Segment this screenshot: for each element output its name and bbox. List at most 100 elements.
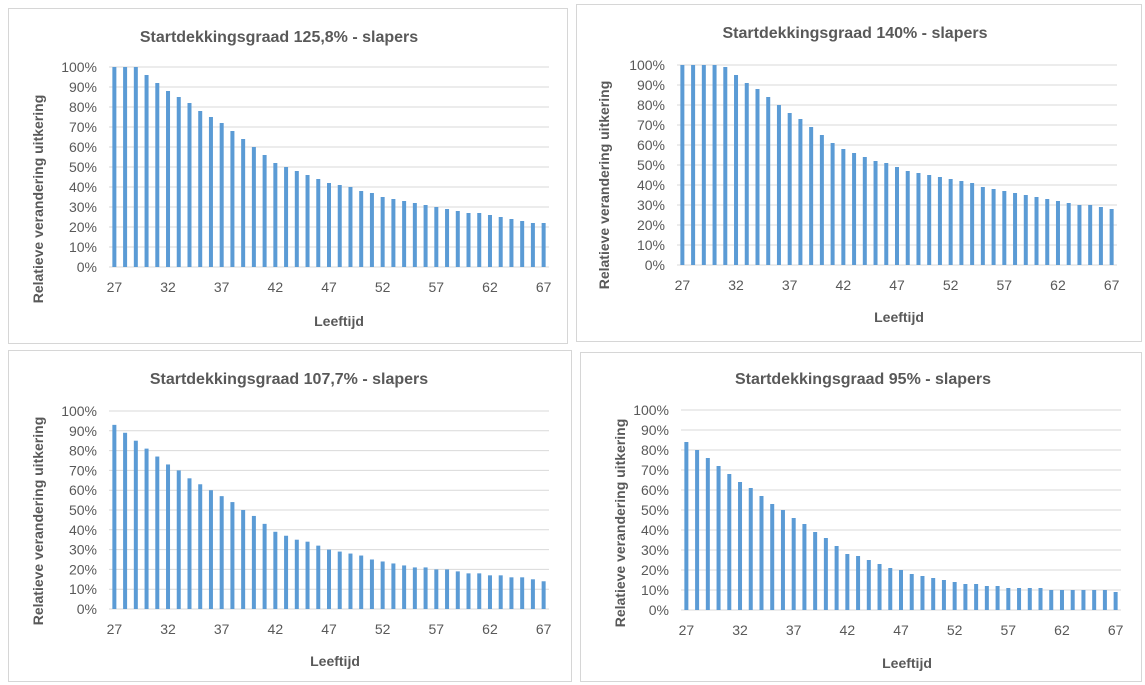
- chart-title: Startdekkingsgraad 125,8% - slapers: [140, 29, 418, 46]
- bar: [927, 175, 932, 265]
- y-tick-label: 80%: [69, 443, 97, 459]
- bar: [487, 575, 492, 609]
- bar: [327, 549, 331, 609]
- bar: [273, 163, 278, 267]
- x-axis: 27 32 37 42 47 52 57 62 67: [107, 279, 552, 295]
- x-tick-label: 67: [1104, 277, 1120, 293]
- bar: [487, 215, 492, 267]
- bar: [316, 545, 321, 609]
- bar: [813, 532, 818, 610]
- bar: [155, 83, 160, 267]
- y-tick-label: 80%: [69, 99, 97, 115]
- x-axis: 27 32 37 42 47 52 57 62 67: [107, 621, 552, 637]
- y-tick-label: 40%: [637, 177, 665, 193]
- bar: [530, 223, 535, 267]
- y-axis-title: Relatieve verandering uitkering: [612, 419, 628, 628]
- bar: [1038, 588, 1043, 610]
- x-tick-label: 32: [160, 279, 176, 295]
- y-tick-label: 10%: [69, 239, 97, 255]
- x-tick-label: 32: [732, 622, 748, 638]
- bar-series: [680, 65, 1114, 265]
- bar: [723, 67, 728, 265]
- y-tick-label: 40%: [641, 522, 669, 538]
- bar: [509, 577, 514, 609]
- bar: [369, 559, 374, 609]
- bar: [241, 139, 246, 267]
- bar: [466, 213, 471, 267]
- bar: [1006, 588, 1011, 610]
- bar: [1055, 201, 1060, 265]
- bar: [412, 203, 417, 267]
- y-tick-label: 0%: [645, 257, 665, 273]
- y-tick-label: 20%: [641, 562, 669, 578]
- y-tick-label: 20%: [637, 217, 665, 233]
- bar: [712, 65, 717, 265]
- bar: [251, 147, 256, 267]
- bar: [705, 458, 710, 610]
- bar: [995, 586, 1000, 610]
- y-tick-label: 20%: [69, 561, 97, 577]
- bar: [208, 117, 213, 267]
- bar: [187, 478, 192, 609]
- y-tick-label: 70%: [637, 117, 665, 133]
- bar: [498, 575, 503, 609]
- bar: [877, 564, 882, 610]
- bar: [455, 571, 460, 609]
- y-tick-label: 90%: [637, 77, 665, 93]
- x-tick-label: 57: [1001, 622, 1017, 638]
- bar: [845, 554, 850, 610]
- bar: [684, 442, 689, 610]
- x-axis-title: Leeftijd: [874, 309, 924, 325]
- bar: [198, 111, 203, 267]
- chart-panel-140: Startdekkingsgraad 140% - slapers 0% 10% 2…: [576, 4, 1142, 342]
- x-tick-label: 62: [1050, 277, 1066, 293]
- y-axis: 0% 10% 20% 30% 40% 50% 60% 70% 80% 90% 100%: [633, 402, 669, 618]
- y-tick-label: 90%: [69, 423, 97, 439]
- y-tick-label: 30%: [637, 197, 665, 213]
- y-tick-label: 40%: [69, 179, 97, 195]
- y-tick-label: 90%: [69, 79, 97, 95]
- bar: [1070, 590, 1075, 610]
- bar: [294, 171, 299, 267]
- bar: [734, 75, 739, 265]
- bar: [112, 424, 117, 609]
- chart-svg: Startdekkingsgraad 125,8% - slapers 0% 10…: [30, 29, 552, 329]
- bar: [931, 578, 936, 610]
- y-tick-label: 80%: [637, 97, 665, 113]
- bar: [948, 179, 953, 265]
- bar: [219, 496, 224, 609]
- bar: [984, 586, 989, 610]
- bar: [123, 432, 128, 609]
- bar: [434, 569, 439, 609]
- bar: [477, 213, 482, 267]
- bar: [305, 175, 310, 267]
- bar: [823, 538, 828, 610]
- chart-title: Startdekkingsgraad 140% - slapers: [722, 25, 987, 42]
- bar: [133, 67, 138, 267]
- x-tick-label: 57: [997, 277, 1013, 293]
- bar: [294, 539, 299, 609]
- bar: [780, 510, 785, 610]
- bar: [380, 197, 385, 267]
- bar: [230, 131, 235, 267]
- y-tick-label: 30%: [641, 542, 669, 558]
- bar: [498, 217, 503, 267]
- bar-series: [684, 442, 1118, 610]
- bar: [284, 167, 289, 267]
- x-tick-label: 47: [893, 622, 909, 638]
- bar: [230, 502, 235, 609]
- y-tick-label: 100%: [633, 402, 669, 418]
- bar: [809, 127, 814, 265]
- x-axis: 27 32 37 42 47 52 57 62 67: [675, 277, 1120, 293]
- bar: [1059, 590, 1064, 610]
- bar: [541, 581, 546, 609]
- bar: [337, 185, 342, 267]
- y-tick-label: 50%: [69, 159, 97, 175]
- bar: [1017, 588, 1022, 610]
- bar: [466, 573, 471, 609]
- x-tick-label: 42: [268, 621, 284, 637]
- bar: [1102, 590, 1107, 610]
- x-tick-label: 62: [1054, 622, 1070, 638]
- bar: [509, 219, 514, 267]
- x-axis-title: Leeftijd: [310, 653, 360, 669]
